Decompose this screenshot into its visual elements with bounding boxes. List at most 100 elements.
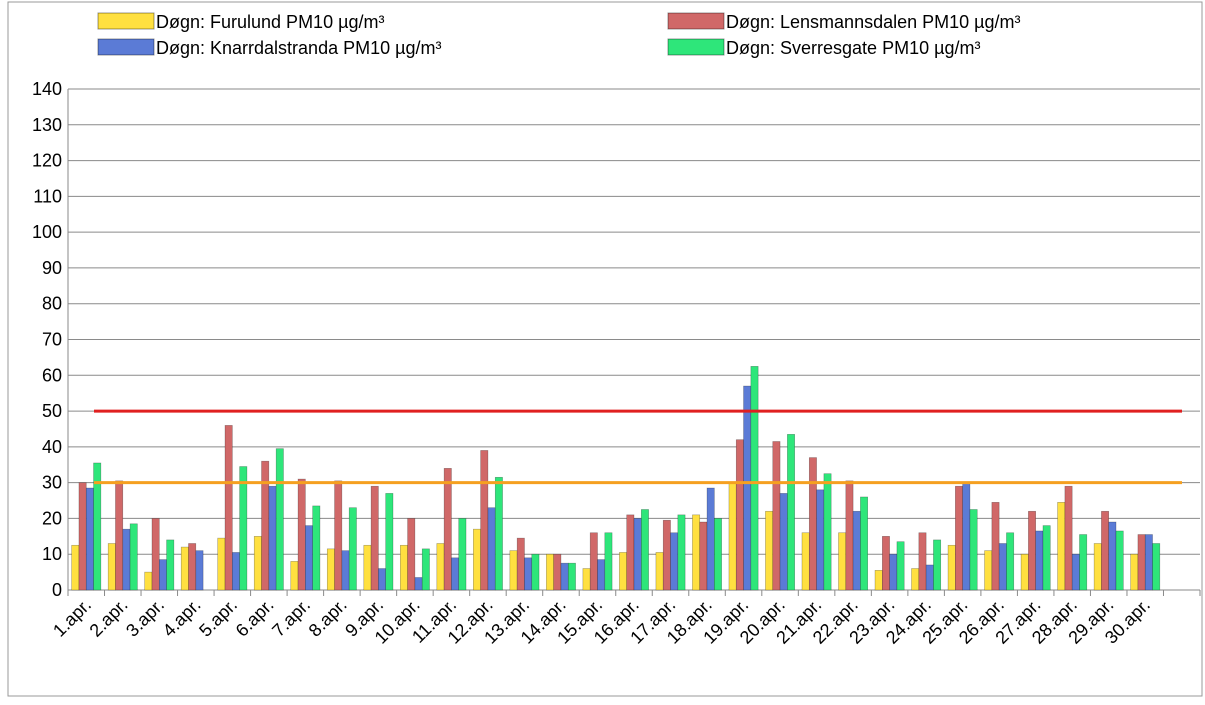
bar [312,505,321,591]
bar [166,539,175,591]
bar [1028,510,1036,591]
bar [334,480,343,591]
bar [480,450,489,591]
bar [115,480,124,591]
bar [816,489,825,591]
bar [436,543,445,591]
bar [619,552,627,591]
bar [779,493,788,591]
bar [487,507,496,591]
bar [1057,502,1066,591]
y-tick-label: 100 [32,222,62,242]
bar [232,552,240,591]
bar [706,487,715,591]
y-tick-label: 40 [42,437,62,457]
bar [984,550,993,591]
bar [93,462,102,591]
y-tick-label: 110 [33,186,62,206]
bar [217,537,226,591]
bar [677,514,686,591]
bar [407,518,416,591]
bar [560,562,569,591]
bar [399,544,408,591]
bar [750,366,759,591]
bar [918,532,927,591]
y-tick-label: 90 [42,258,62,278]
bar [1064,485,1073,591]
bar [1130,553,1139,591]
bar [641,509,649,591]
bar [275,448,284,591]
bar [71,544,80,591]
bar [516,537,525,591]
bar [239,466,248,591]
bar [370,485,379,591]
bar [414,577,423,591]
bar [852,510,861,591]
y-tick-label: 140 [32,79,62,99]
bar [1035,530,1044,591]
bar [1071,553,1080,591]
bar [670,532,679,591]
bar [524,557,533,591]
bar [896,541,905,591]
legend-swatch [667,12,725,30]
bar [473,528,481,591]
bar [743,385,752,591]
bar [823,473,832,591]
bar [1137,534,1146,591]
y-tick-label: 10 [42,544,62,564]
bar [531,553,540,591]
bar [692,514,701,591]
bar [889,553,898,591]
bar [947,544,956,591]
y-tick-label: 130 [32,115,62,135]
bar [1101,510,1110,591]
y-tick-label: 30 [42,473,62,493]
legend-swatch [667,38,725,56]
bar [925,564,934,591]
bar [546,553,554,591]
bar [933,539,942,591]
bar [290,561,299,591]
bar [787,434,795,591]
legend-swatch [97,12,155,30]
bar [509,550,518,591]
bar [158,559,167,591]
y-tick-label: 50 [42,401,62,421]
bar [1108,521,1117,591]
bar [341,550,350,591]
bar [860,496,869,591]
y-tick-label: 20 [42,508,62,528]
y-tick-label: 0 [52,580,62,600]
legend-label: Døgn: Knarrdalstranda PM10 µg/m³ [156,38,442,58]
bar [458,518,467,591]
bar [1115,530,1124,591]
bar [421,548,430,591]
bar [714,518,722,591]
bar [1152,543,1161,591]
bar [597,559,606,591]
y-tick-label: 60 [42,365,62,385]
bar [662,519,671,591]
legend-swatch [97,38,155,56]
bar [451,557,460,591]
chart-frame [7,1,1203,697]
bar [261,460,270,591]
bar [363,544,372,591]
bar [195,550,204,591]
bar [180,546,189,591]
bar [772,441,781,591]
bar [808,457,817,591]
bar [129,523,138,591]
bar [85,487,94,591]
bar [633,518,642,591]
bar [1042,525,1051,591]
bar [998,543,1007,591]
y-tick-label: 120 [32,151,62,171]
bar [567,562,576,591]
legend-label: Døgn: Lensmannsdalen PM10 µg/m³ [726,12,1021,32]
bar [728,482,737,591]
bar [1020,553,1029,591]
